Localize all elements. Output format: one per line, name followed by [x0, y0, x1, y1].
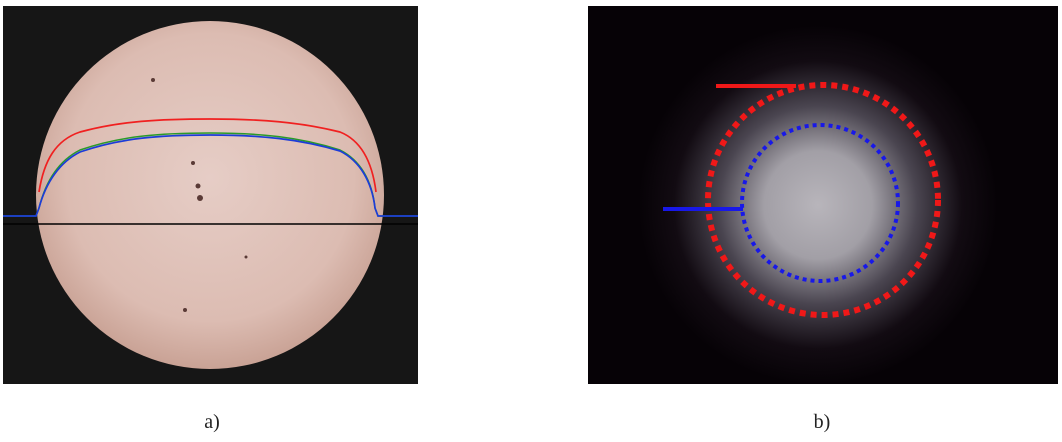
panel-b [588, 6, 1058, 384]
caption-a: a) [204, 411, 220, 433]
caption-b: b) [814, 411, 831, 433]
panel-a [3, 6, 418, 384]
panel-b-background [588, 6, 1058, 384]
figure: a) b) [0, 0, 1062, 442]
sun-disk [36, 21, 384, 369]
